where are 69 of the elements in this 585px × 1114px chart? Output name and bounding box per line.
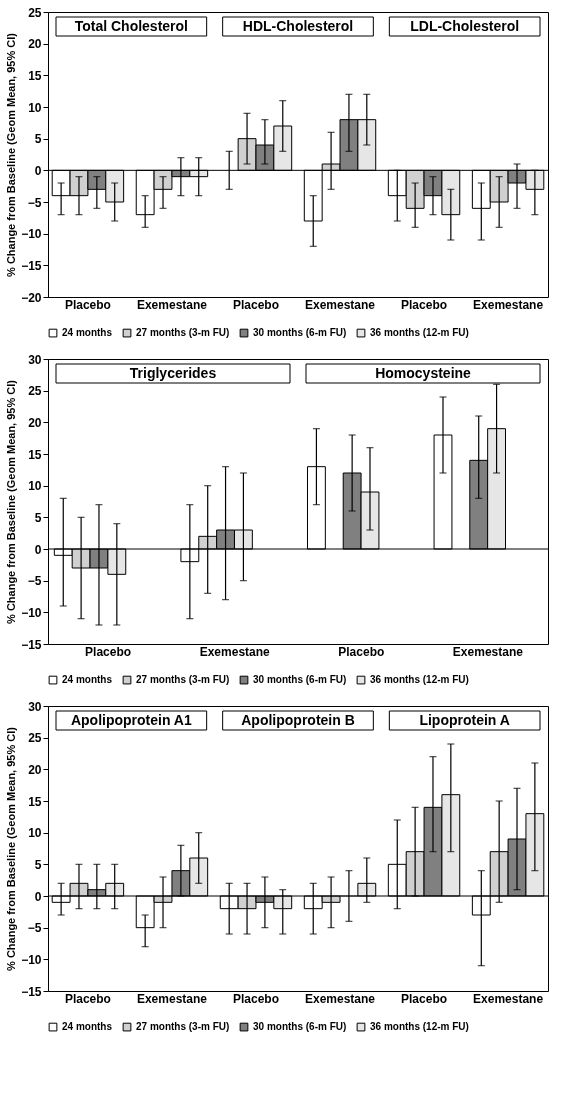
y-tick-label: 30 bbox=[28, 352, 42, 367]
y-tick-label: 10 bbox=[28, 826, 42, 841]
x-tick-label: Exemestane bbox=[473, 297, 544, 312]
legend-label: 30 months (6-m FU) bbox=[253, 327, 347, 339]
legend-label: 30 months (6-m FU) bbox=[253, 1021, 347, 1033]
y-tick-label: 20 bbox=[28, 415, 42, 430]
y-tick-label: −10 bbox=[21, 952, 42, 967]
y-tick-label: −5 bbox=[27, 195, 42, 210]
x-tick-label: Exemestane bbox=[136, 297, 208, 312]
annotation: Apolipoprotein B bbox=[241, 712, 355, 728]
annotation: Lipoprotein A bbox=[419, 712, 510, 728]
y-tick-label: 0 bbox=[34, 542, 42, 557]
y-tick-label: 10 bbox=[28, 479, 42, 494]
legend-label: 36 months (12-m FU) bbox=[370, 674, 469, 686]
annotation: Apolipoprotein A1 bbox=[70, 712, 192, 728]
y-tick-label: 0 bbox=[34, 889, 42, 904]
legend-label: 24 months bbox=[62, 674, 113, 686]
x-tick-label: Placebo bbox=[338, 644, 385, 659]
legend-label: 27 months (3-m FU) bbox=[136, 327, 230, 339]
y-tick-label: 10 bbox=[28, 100, 42, 115]
x-tick-label: Exemestane bbox=[304, 297, 376, 312]
y-tick-label: 5 bbox=[34, 857, 42, 872]
y-tick-label: −5 bbox=[27, 574, 42, 589]
y-tick-label: −5 bbox=[27, 921, 42, 936]
y-tick-label: −10 bbox=[21, 605, 42, 620]
legend-label: 24 months bbox=[62, 1021, 113, 1033]
y-tick-label: 5 bbox=[34, 510, 42, 525]
y-tick-label: 15 bbox=[28, 447, 42, 462]
annotation: Triglycerides bbox=[129, 365, 217, 381]
y-tick-label: 30 bbox=[28, 699, 42, 714]
legend-label: 27 months (3-m FU) bbox=[136, 674, 230, 686]
y-tick-label: −20 bbox=[21, 290, 42, 305]
legend-label: 27 months (3-m FU) bbox=[136, 1021, 230, 1033]
annotation: Total Cholesterol bbox=[74, 18, 188, 34]
x-tick-label: Placebo bbox=[64, 991, 111, 1006]
x-tick-label: Placebo bbox=[64, 297, 111, 312]
y-axis-title: % Change from Baseline (Geom Mean, 95% CI) bbox=[5, 726, 18, 971]
x-tick-label: Exemestane bbox=[473, 991, 544, 1006]
y-tick-label: −15 bbox=[21, 637, 42, 652]
y-axis-title: % Change from Baseline (Geom Mean, 95% CI) bbox=[5, 379, 18, 624]
x-tick-label: Placebo bbox=[232, 991, 279, 1006]
y-tick-label: 20 bbox=[28, 37, 42, 52]
x-tick-label: Placebo bbox=[401, 297, 448, 312]
y-tick-label: 20 bbox=[28, 762, 42, 777]
y-tick-label: −10 bbox=[21, 227, 42, 242]
y-axis-title: % Change from Baseline (Geom Mean, 95% CI) bbox=[5, 32, 18, 277]
annotation: HDL-Cholesterol bbox=[242, 18, 354, 34]
y-tick-label: 0 bbox=[34, 163, 42, 178]
annotation: LDL-Cholesterol bbox=[410, 18, 520, 34]
y-tick-label: 25 bbox=[28, 731, 42, 746]
annotation: Homocysteine bbox=[375, 365, 472, 381]
y-tick-label: 25 bbox=[28, 5, 42, 20]
y-tick-label: −15 bbox=[21, 984, 42, 999]
legend-label: 36 months (12-m FU) bbox=[370, 1021, 469, 1033]
x-tick-label: Exemestane bbox=[452, 644, 524, 659]
x-tick-label: Placebo bbox=[401, 991, 448, 1006]
x-tick-label: Exemestane bbox=[199, 644, 271, 659]
legend-label: 30 months (6-m FU) bbox=[253, 674, 347, 686]
legend-label: 36 months (12-m FU) bbox=[370, 327, 469, 339]
y-tick-label: −15 bbox=[21, 258, 42, 273]
legend-label: 24 months bbox=[62, 327, 113, 339]
y-tick-label: 15 bbox=[28, 794, 42, 809]
y-tick-label: 25 bbox=[28, 384, 42, 399]
x-tick-label: Placebo bbox=[232, 297, 279, 312]
x-tick-label: Placebo bbox=[85, 644, 132, 659]
x-tick-label: Exemestane bbox=[136, 991, 208, 1006]
y-tick-label: 15 bbox=[28, 68, 42, 83]
y-tick-label: 5 bbox=[34, 132, 42, 147]
x-tick-label: Exemestane bbox=[304, 991, 376, 1006]
